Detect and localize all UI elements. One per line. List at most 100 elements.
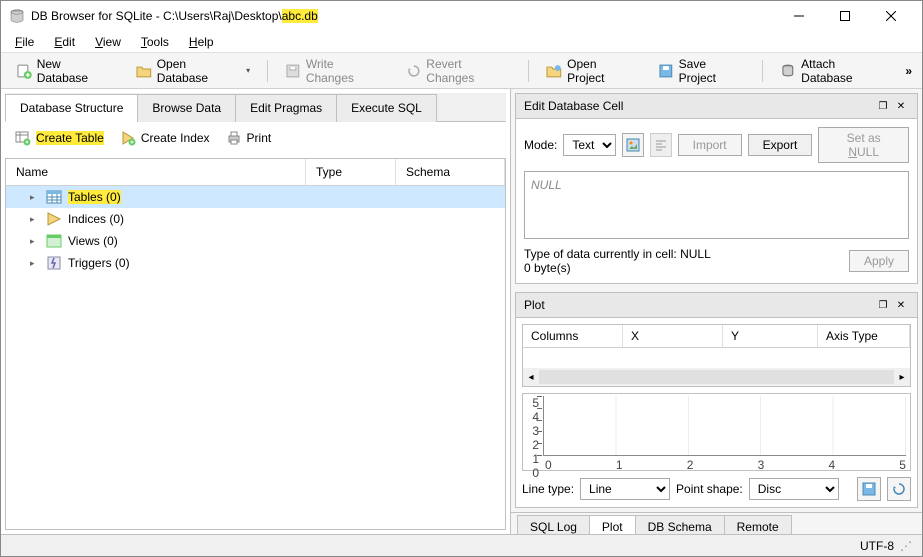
- open-database-button[interactable]: Open Database ▾: [127, 52, 259, 90]
- menu-view[interactable]: View: [87, 33, 129, 51]
- print-label: Print: [247, 131, 272, 145]
- tab-edit-pragmas[interactable]: Edit Pragmas: [235, 94, 337, 122]
- plot-col-axis[interactable]: Axis Type: [818, 325, 910, 347]
- save-plot-button[interactable]: [857, 477, 881, 501]
- format-icon-button[interactable]: [622, 133, 644, 157]
- panel-close-button[interactable]: ✕: [893, 297, 909, 313]
- maximize-button[interactable]: [822, 1, 868, 31]
- cell-value-textarea[interactable]: NULL: [524, 171, 909, 239]
- btab-sql-log[interactable]: SQL Log: [517, 515, 590, 534]
- tab-database-structure[interactable]: Database Structure: [5, 94, 138, 122]
- new-database-button[interactable]: New Database: [7, 52, 123, 90]
- attach-database-icon: [780, 63, 796, 79]
- plot-controls: Line type: Line Point shape: Disc: [522, 477, 911, 501]
- resize-grip-icon[interactable]: ⋰: [900, 539, 912, 553]
- point-shape-select[interactable]: Disc: [749, 478, 839, 500]
- scroll-track[interactable]: [539, 370, 894, 384]
- refresh-plot-button[interactable]: [887, 477, 911, 501]
- plot-columns-scrollbar[interactable]: ◂ ▸: [523, 368, 910, 386]
- import-button[interactable]: Import: [678, 134, 742, 156]
- btab-plot[interactable]: Plot: [589, 515, 636, 534]
- chevron-right-icon: ▸: [30, 214, 40, 225]
- tree-header-schema[interactable]: Schema: [396, 159, 505, 185]
- right-pane: Edit Database Cell ❐ ✕ Mode: Text Import…: [511, 89, 922, 534]
- tree-row-indices[interactable]: ▸ Indices (0): [6, 208, 505, 230]
- cell-type-line: Type of data currently in cell: NULL: [524, 247, 711, 261]
- revert-changes-button[interactable]: Revert Changes: [397, 52, 521, 90]
- tab-browse-data[interactable]: Browse Data: [137, 94, 236, 122]
- plot-col-x[interactable]: X: [623, 325, 723, 347]
- btab-remote[interactable]: Remote: [724, 515, 792, 534]
- plot-header: Plot ❐ ✕: [516, 293, 917, 318]
- open-project-button[interactable]: Open Project: [537, 52, 645, 90]
- structure-toolbar: Create Table Create Index Print: [5, 122, 506, 154]
- minimize-button[interactable]: [776, 1, 822, 31]
- write-changes-button[interactable]: Write Changes: [276, 52, 392, 90]
- open-database-label: Open Database: [157, 57, 239, 85]
- plot-chart[interactable]: 5 4 3 2 1 0 0 1 2 3 4 5: [522, 393, 911, 471]
- panel-close-button[interactable]: ✕: [893, 98, 909, 114]
- window-controls: [776, 1, 914, 31]
- toolbar-separator: [267, 60, 268, 82]
- tree-row-triggers[interactable]: ▸ Triggers (0): [6, 252, 505, 274]
- tree-header-type[interactable]: Type: [306, 159, 396, 185]
- scroll-left-icon[interactable]: ◂: [523, 372, 539, 383]
- tree-header-name[interactable]: Name: [6, 159, 306, 185]
- scroll-right-icon[interactable]: ▸: [894, 372, 910, 383]
- titlebar-text: DB Browser for SQLite - C:\Users\Raj\Des…: [31, 9, 776, 23]
- apply-button[interactable]: Apply: [849, 250, 909, 272]
- titlebar: DB Browser for SQLite - C:\Users\Raj\Des…: [1, 1, 922, 31]
- tree-header: Name Type Schema: [6, 159, 505, 186]
- save-project-icon: [658, 63, 674, 79]
- tree-row-views[interactable]: ▸ Views (0): [6, 230, 505, 252]
- align-icon: [654, 138, 668, 152]
- revert-changes-label: Revert Changes: [426, 57, 511, 85]
- close-button[interactable]: [868, 1, 914, 31]
- edit-cell-title: Edit Database Cell: [524, 99, 873, 113]
- plot-col-y[interactable]: Y: [723, 325, 818, 347]
- print-button[interactable]: Print: [226, 130, 272, 146]
- align-icon-button[interactable]: [650, 133, 672, 157]
- create-index-label: Create Index: [141, 131, 210, 145]
- tab-execute-sql[interactable]: Execute SQL: [336, 94, 437, 122]
- menu-help[interactable]: Help: [181, 33, 222, 51]
- new-database-icon: [16, 63, 32, 79]
- menu-tools[interactable]: Tools: [133, 33, 177, 51]
- path-file: abc.db: [282, 9, 318, 23]
- chart-grid: [543, 396, 906, 456]
- new-database-label: New Database: [37, 57, 114, 85]
- panel-undock-button[interactable]: ❐: [875, 98, 891, 114]
- tree-row-tables[interactable]: ▸ Tables (0): [6, 186, 505, 208]
- tree-body: ▸ Tables (0) ▸ Indices (0) ▸ Views (0) ▸: [6, 186, 505, 529]
- print-icon: [226, 130, 242, 146]
- create-table-button[interactable]: Create Table: [15, 130, 104, 146]
- tree-label: Views (0): [68, 234, 118, 248]
- open-project-icon: [546, 63, 562, 79]
- line-type-select[interactable]: Line: [580, 478, 670, 500]
- attach-database-button[interactable]: Attach Database: [771, 52, 897, 90]
- save-project-button[interactable]: Save Project: [649, 52, 755, 90]
- export-button[interactable]: Export: [748, 134, 813, 156]
- plot-col-columns[interactable]: Columns: [523, 325, 623, 347]
- btab-db-schema[interactable]: DB Schema: [635, 515, 725, 534]
- save-project-label: Save Project: [679, 57, 746, 85]
- menu-edit[interactable]: Edit: [46, 33, 83, 51]
- tree-area: Name Type Schema ▸ Tables (0) ▸ Indices …: [5, 158, 506, 530]
- view-icon: [46, 233, 62, 249]
- set-as-null-button[interactable]: Set as NULL: [818, 127, 909, 163]
- open-project-label: Open Project: [567, 57, 636, 85]
- menu-file[interactable]: File: [7, 33, 42, 51]
- toolbar-overflow-button[interactable]: »: [901, 64, 916, 78]
- tree-label: Tables (0): [68, 190, 121, 204]
- write-changes-icon: [285, 63, 301, 79]
- create-index-button[interactable]: Create Index: [120, 130, 210, 146]
- bottom-tabs: SQL Log Plot DB Schema Remote: [511, 512, 922, 534]
- create-index-icon: [120, 130, 136, 146]
- mode-select[interactable]: Text: [563, 134, 616, 156]
- refresh-icon: [892, 482, 906, 496]
- cell-info: Type of data currently in cell: NULL 0 b…: [524, 247, 711, 275]
- panel-undock-button[interactable]: ❐: [875, 297, 891, 313]
- plot-body: Columns X Y Axis Type ◂ ▸ 5 4: [516, 318, 917, 507]
- save-icon: [862, 482, 876, 496]
- edit-cell-body: Mode: Text Import Export Set as NULL NUL…: [516, 119, 917, 283]
